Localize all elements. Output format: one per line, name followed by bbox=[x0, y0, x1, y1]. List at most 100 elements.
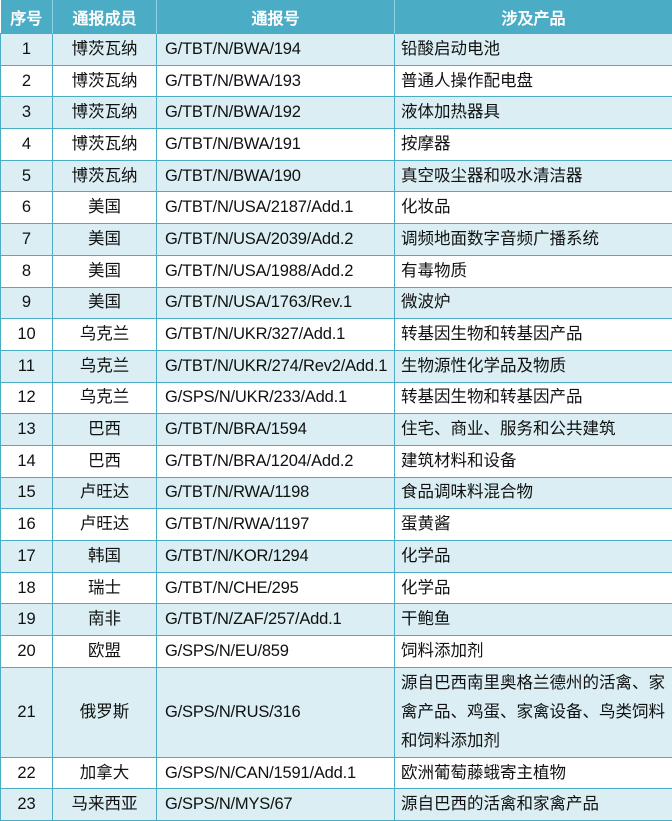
product: 源自巴西南里奥格兰德州的活禽、家禽产品、鸡蛋、家禽设备、鸟类饲料和饲料添加剂 bbox=[395, 667, 672, 757]
row-number: 18 bbox=[1, 572, 53, 604]
notification-number: G/SPS/N/RUS/316 bbox=[157, 667, 395, 757]
member: 韩国 bbox=[53, 541, 157, 573]
product: 化学品 bbox=[395, 541, 672, 573]
notification-number: G/TBT/N/BWA/194 bbox=[157, 34, 395, 66]
notification-number: G/TBT/N/USA/2187/Add.1 bbox=[157, 192, 395, 224]
member: 美国 bbox=[53, 224, 157, 256]
notification-number: G/SPS/N/EU/859 bbox=[157, 636, 395, 668]
product: 建筑材料和设备 bbox=[395, 445, 672, 477]
row-number: 14 bbox=[1, 445, 53, 477]
notification-number: G/TBT/N/ZAF/257/Add.1 bbox=[157, 604, 395, 636]
product: 普通人操作配电盘 bbox=[395, 65, 672, 97]
row-number: 15 bbox=[1, 477, 53, 509]
product: 欧洲葡萄藤蛾寄主植物 bbox=[395, 757, 672, 789]
notification-number: G/TBT/N/USA/1988/Add.2 bbox=[157, 255, 395, 287]
member: 卢旺达 bbox=[53, 477, 157, 509]
notification-number: G/SPS/N/UKR/233/Add.1 bbox=[157, 382, 395, 414]
product: 液体加热器具 bbox=[395, 97, 672, 129]
member: 乌克兰 bbox=[53, 382, 157, 414]
member: 马来西亚 bbox=[53, 789, 157, 821]
header-cell: 涉及产品 bbox=[395, 0, 672, 34]
notification-number: G/TBT/N/UKR/327/Add.1 bbox=[157, 319, 395, 351]
notification-number: G/SPS/N/MYS/67 bbox=[157, 789, 395, 821]
notification-number: G/TBT/N/BRA/1204/Add.2 bbox=[157, 445, 395, 477]
row-number: 22 bbox=[1, 757, 53, 789]
member: 乌克兰 bbox=[53, 319, 157, 351]
product: 生物源性化学品及物质 bbox=[395, 350, 672, 382]
product: 按摩器 bbox=[395, 129, 672, 161]
notification-number: G/TBT/N/KOR/1294 bbox=[157, 541, 395, 573]
header-cell: 通报号 bbox=[157, 0, 395, 34]
product: 化妆品 bbox=[395, 192, 672, 224]
member: 南非 bbox=[53, 604, 157, 636]
product: 微波炉 bbox=[395, 287, 672, 319]
row-number: 5 bbox=[1, 160, 53, 192]
product: 转基因生物和转基因产品 bbox=[395, 382, 672, 414]
member: 卢旺达 bbox=[53, 509, 157, 541]
product: 食品调味料混合物 bbox=[395, 477, 672, 509]
member: 博茨瓦纳 bbox=[53, 129, 157, 161]
row-number: 20 bbox=[1, 636, 53, 668]
member: 乌克兰 bbox=[53, 350, 157, 382]
member: 加拿大 bbox=[53, 757, 157, 789]
row-number: 16 bbox=[1, 509, 53, 541]
product: 有毒物质 bbox=[395, 255, 672, 287]
notification-number: G/TBT/N/USA/2039/Add.2 bbox=[157, 224, 395, 256]
row-number: 1 bbox=[1, 34, 53, 66]
row-number: 9 bbox=[1, 287, 53, 319]
notification-number: G/TBT/N/BWA/193 bbox=[157, 65, 395, 97]
member: 美国 bbox=[53, 287, 157, 319]
row-number: 6 bbox=[1, 192, 53, 224]
product: 转基因生物和转基因产品 bbox=[395, 319, 672, 351]
header-cell: 序号 bbox=[1, 0, 53, 34]
row-number: 2 bbox=[1, 65, 53, 97]
notification-number: G/TBT/N/UKR/274/Rev2/Add.1 bbox=[157, 350, 395, 382]
product: 蛋黄酱 bbox=[395, 509, 672, 541]
header-row: 序号通报成员通报号涉及产品 bbox=[1, 0, 672, 34]
row-number: 19 bbox=[1, 604, 53, 636]
product: 铅酸启动电池 bbox=[395, 34, 672, 66]
notification-number: G/TBT/N/BWA/191 bbox=[157, 129, 395, 161]
notification-number: G/TBT/N/RWA/1197 bbox=[157, 509, 395, 541]
product: 干鲍鱼 bbox=[395, 604, 672, 636]
notification-number: G/TBT/N/USA/1763/Rev.1 bbox=[157, 287, 395, 319]
member: 博茨瓦纳 bbox=[53, 34, 157, 66]
product: 源自巴西的活禽和家禽产品 bbox=[395, 789, 672, 821]
notification-number: G/SPS/N/CAN/1591/Add.1 bbox=[157, 757, 395, 789]
row-number: 4 bbox=[1, 129, 53, 161]
member: 美国 bbox=[53, 255, 157, 287]
product: 饲料添加剂 bbox=[395, 636, 672, 668]
member: 欧盟 bbox=[53, 636, 157, 668]
notification-number: G/TBT/N/BWA/192 bbox=[157, 97, 395, 129]
row-number: 7 bbox=[1, 224, 53, 256]
row-number: 17 bbox=[1, 541, 53, 573]
member: 瑞士 bbox=[53, 572, 157, 604]
notification-number: G/TBT/N/BWA/190 bbox=[157, 160, 395, 192]
row-number: 10 bbox=[1, 319, 53, 351]
header-cell: 通报成员 bbox=[53, 0, 157, 34]
member: 俄罗斯 bbox=[53, 667, 157, 757]
